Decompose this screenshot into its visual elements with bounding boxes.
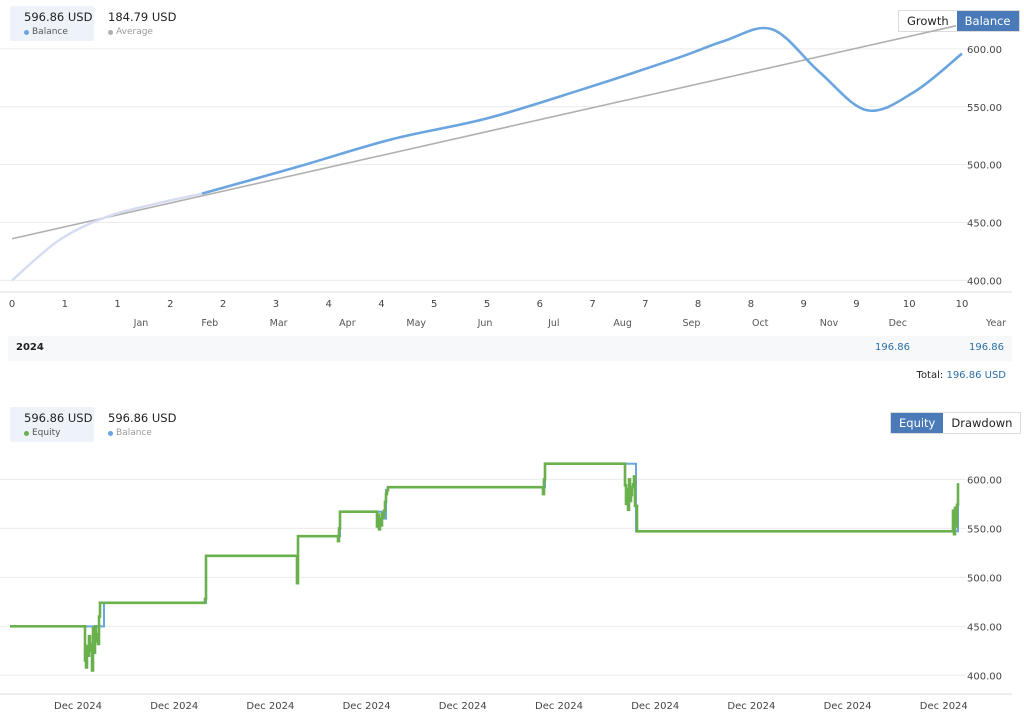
month-label: Jul <box>547 318 559 329</box>
y-tick-label: 550.00 <box>967 524 1002 535</box>
x-tick-label: 10 <box>903 299 916 310</box>
equity-series-line <box>10 462 960 672</box>
growth-button[interactable]: Growth <box>899 11 957 31</box>
summary-value-1: 196.86 <box>875 342 910 353</box>
month-label: Aug <box>613 318 632 329</box>
month-label: Nov <box>820 318 839 329</box>
legend-balance-dot <box>24 30 29 35</box>
x-tick-label: 9 <box>853 299 859 310</box>
legend-equity-value: 596.86 USD <box>24 411 93 425</box>
month-label: Apr <box>339 318 356 329</box>
y-tick-label: 400.00 <box>967 671 1002 682</box>
month-label: Jun <box>477 318 493 329</box>
summary-value-2: 196.86 <box>969 342 1004 353</box>
x-tick-label: 1 <box>62 299 68 310</box>
legend-balance-2-value: 596.86 USD <box>108 411 177 425</box>
x-tick-label: Dec 2024 <box>439 701 487 712</box>
x-tick-label: 5 <box>484 299 490 310</box>
equity-button[interactable]: Equity <box>891 413 944 433</box>
y-tick-label: 450.00 <box>967 622 1002 633</box>
x-tick-label: Dec 2024 <box>150 701 198 712</box>
month-label: Feb <box>201 318 218 329</box>
x-tick-label: 4 <box>378 299 384 310</box>
total-label: Total: <box>916 370 944 381</box>
drawdown-button[interactable]: Drawdown <box>943 413 1021 433</box>
x-tick-label: 6 <box>537 299 543 310</box>
x-tick-label: Dec 2024 <box>54 701 102 712</box>
y-tick-label: 500.00 <box>967 573 1002 584</box>
x-tick-label: 2 <box>220 299 226 310</box>
x-tick-label: 9 <box>800 299 806 310</box>
x-tick-label: 10 <box>956 299 969 310</box>
legend-average[interactable]: 184.79 USD Average <box>94 6 184 41</box>
y-tick-label: 400.00 <box>967 276 1002 287</box>
legend-balance-value: 596.86 USD <box>24 10 93 24</box>
x-tick-label: 1 <box>114 299 120 310</box>
balance-series-line <box>201 26 963 195</box>
month-label: Dec <box>889 318 907 329</box>
x-tick-label: 8 <box>748 299 754 310</box>
legend-balance-label: Balance <box>32 27 68 37</box>
legend-balance[interactable]: 596.86 USD Balance <box>10 6 94 41</box>
x-tick-label: 8 <box>695 299 701 310</box>
legend-balance-2-label: Balance <box>116 428 152 438</box>
equity-mode-toggle: Equity Drawdown <box>890 412 1022 434</box>
balance-series-line-start <box>11 192 203 282</box>
x-tick-label: Dec 2024 <box>631 701 679 712</box>
legend-average-label: Average <box>116 27 153 37</box>
total-line: Total: 196.86 USD <box>917 370 1006 381</box>
month-label: Jan <box>133 318 149 329</box>
chart-mode-toggle: Growth Balance <box>898 10 1020 32</box>
average-series-line <box>11 25 957 240</box>
legend-average-dot <box>108 30 113 35</box>
x-tick-label: 5 <box>431 299 437 310</box>
month-label: May <box>406 318 426 329</box>
legend-balance-2[interactable]: 596.86 USD Balance <box>94 407 184 442</box>
x-tick-label: Dec 2024 <box>824 701 872 712</box>
x-tick-label: 2 <box>167 299 173 310</box>
month-label: Sep <box>682 318 700 329</box>
x-tick-label: Dec 2024 <box>727 701 775 712</box>
x-tick-label: 0 <box>9 299 15 310</box>
equity-chart: 400.00 450.00 500.00 550.00 600.00 Dec 2024 D… <box>0 462 1012 712</box>
legend-average-value: 184.79 USD <box>108 10 177 24</box>
balance-button[interactable]: Balance <box>956 11 1019 31</box>
x-tick-label: Dec 2024 <box>343 701 391 712</box>
month-label: Oct <box>752 318 769 329</box>
month-label: Mar <box>270 318 288 329</box>
x-tick-label: Dec 2024 <box>920 701 968 712</box>
legend-equity-label: Equity <box>32 428 61 438</box>
y-tick-label: 450.00 <box>967 219 1002 230</box>
x-tick-label: 7 <box>589 299 595 310</box>
legend-balance-2-dot <box>108 431 113 436</box>
x-tick-label: Dec 2024 <box>246 701 294 712</box>
y-tick-label: 600.00 <box>967 475 1002 486</box>
total-value: 196.86 USD <box>946 370 1006 381</box>
x-tick-label: 7 <box>642 299 648 310</box>
x-axis-year-label: Year <box>985 318 1006 329</box>
summary-year: 2024 <box>16 342 44 353</box>
legend-equity[interactable]: 596.86 USD Equity <box>10 407 94 442</box>
y-tick-label: 600.00 <box>967 45 1002 56</box>
balance-chart: 400.00 450.00 500.00 550.00 600.00 0 1 1 2 2 3 4 4 5… <box>0 25 1012 329</box>
y-tick-label: 500.00 <box>967 161 1002 172</box>
yearly-summary-row: 2024 196.86 196.86 <box>8 336 1012 361</box>
x-tick-label: Dec 2024 <box>535 701 583 712</box>
x-tick-label: 3 <box>273 299 279 310</box>
legend-equity-dot <box>24 431 29 436</box>
y-tick-label: 550.00 <box>967 103 1002 114</box>
x-tick-label: 4 <box>325 299 331 310</box>
